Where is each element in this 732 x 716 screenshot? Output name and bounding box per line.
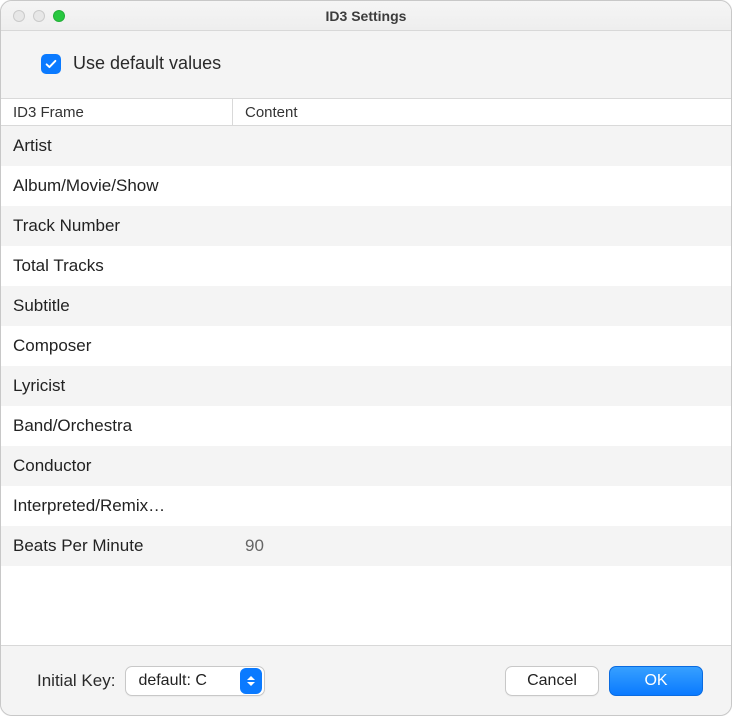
- cell-id3-frame: Album/Movie/Show: [1, 176, 233, 196]
- cell-id3-frame: Artist: [1, 136, 233, 156]
- table-row[interactable]: Track Number: [1, 206, 731, 246]
- window-title: ID3 Settings: [1, 8, 731, 24]
- table-row[interactable]: Beats Per Minute90: [1, 526, 731, 566]
- cell-id3-frame: Interpreted/Remix…: [1, 496, 233, 516]
- table-row[interactable]: Interpreted/Remix…: [1, 486, 731, 526]
- cell-id3-frame: Subtitle: [1, 296, 233, 316]
- use-default-values-label: Use default values: [73, 53, 221, 74]
- table-row[interactable]: Lyricist: [1, 366, 731, 406]
- table-row[interactable]: Total Tracks: [1, 246, 731, 286]
- close-window-button[interactable]: [13, 10, 25, 22]
- table-header: ID3 Frame Content: [1, 98, 731, 126]
- table-row[interactable]: Artist: [1, 126, 731, 166]
- cell-id3-frame: Track Number: [1, 216, 233, 236]
- window-controls: [1, 10, 65, 22]
- minimize-window-button[interactable]: [33, 10, 45, 22]
- popup-stepper-icon: [240, 668, 262, 694]
- initial-key-popup[interactable]: default: C: [125, 666, 265, 696]
- ok-button[interactable]: OK: [609, 666, 703, 696]
- initial-key-value: default: C: [138, 672, 238, 690]
- check-icon: [44, 57, 58, 71]
- table-row[interactable]: Conductor: [1, 446, 731, 486]
- table-row[interactable]: Band/Orchestra: [1, 406, 731, 446]
- cell-id3-frame: Total Tracks: [1, 256, 233, 276]
- table-row[interactable]: Subtitle: [1, 286, 731, 326]
- zoom-window-button[interactable]: [53, 10, 65, 22]
- column-header-content[interactable]: Content: [233, 99, 731, 125]
- cell-id3-frame: Conductor: [1, 456, 233, 476]
- titlebar: ID3 Settings: [1, 1, 731, 31]
- cell-id3-frame: Band/Orchestra: [1, 416, 233, 436]
- table-row[interactable]: Album/Movie/Show: [1, 166, 731, 206]
- use-default-values-checkbox[interactable]: [41, 54, 61, 74]
- cell-id3-frame: Lyricist: [1, 376, 233, 396]
- cancel-button[interactable]: Cancel: [505, 666, 599, 696]
- options-area: Use default values: [1, 31, 731, 98]
- cell-id3-frame: Composer: [1, 336, 233, 356]
- table-row[interactable]: Composer: [1, 326, 731, 366]
- cell-id3-frame: Beats Per Minute: [1, 536, 233, 556]
- column-header-id3-frame[interactable]: ID3 Frame: [1, 99, 233, 125]
- table-body[interactable]: Artist Album/Movie/Show Track Number Total …: [1, 126, 731, 645]
- use-default-values-row: Use default values: [41, 53, 707, 74]
- bottom-bar: Initial Key: default: C Cancel OK: [1, 645, 731, 715]
- initial-key-label: Initial Key:: [37, 671, 115, 691]
- cell-content[interactable]: 90: [233, 536, 731, 556]
- id3-settings-window: ID3 Settings Use default values ID3 Fram…: [0, 0, 732, 716]
